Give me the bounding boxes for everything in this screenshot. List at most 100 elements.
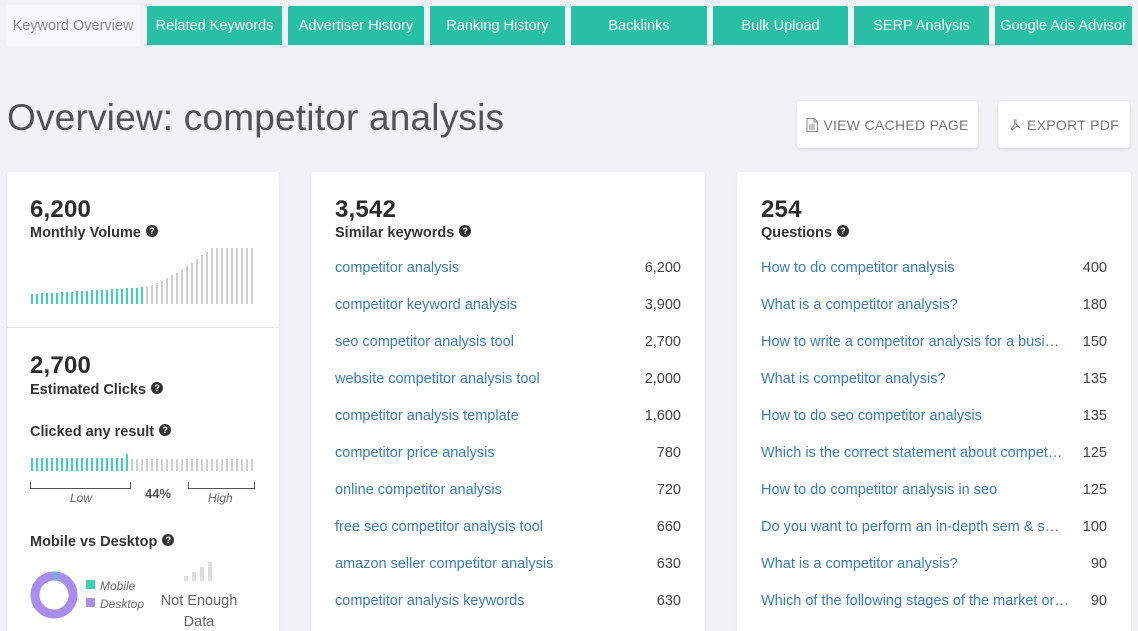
question-volume: 135 [1082,407,1107,424]
keyword-link[interactable]: competitor analysis keywords [335,592,525,609]
keyword-link[interactable]: competitor analysis template [335,407,519,424]
keyword-link[interactable]: seo competitor analysis tool [335,333,514,350]
click-rate-bar [156,459,158,471]
list-item: Do you want to perform an in-depth sem &… [761,508,1107,545]
page-title: Overview: competitor analysis [7,97,505,138]
click-rate-bar [211,459,213,471]
tab-bulk-upload[interactable]: Bulk Upload [713,6,848,45]
keyword-link[interactable]: competitor price analysis [335,444,495,461]
tab-advertiser-history[interactable]: Advertiser History [288,6,424,45]
view-cached-page-button[interactable]: VIEW CACHED PAGE [797,101,978,148]
estimated-clicks-label: Estimated Clicks [30,382,147,398]
keyword-link[interactable]: competitor analysis [335,259,460,276]
list-item: competitor analysis 6,200 [335,249,681,286]
question-volume: 400 [1082,259,1107,276]
volume-bar [251,248,253,304]
click-rate-bar [176,459,178,471]
help-icon[interactable]: ? [162,534,175,546]
tab-serp-analysis[interactable]: SERP Analysis [854,6,989,45]
volume-bar [226,248,228,304]
estimated-clicks-value: 2,700 [30,352,92,379]
question-volume: 135 [1082,370,1107,387]
question-link[interactable]: Do you want to perform an in-depth sem &… [761,518,1060,535]
keyword-link[interactable]: competitor keyword analysis [335,296,518,313]
volume-bar [186,266,188,304]
keyword-volume: 2,000 [644,370,681,387]
list-item: competitor keyword analysis 3,900 [335,286,681,323]
click-percent: 44% [145,486,172,501]
tab-related-keywords[interactable]: Related Keywords [147,6,282,45]
click-rate-bar [51,458,53,471]
help-icon[interactable]: ? [459,225,472,237]
tab-bar: Keyword Overview Related Keywords Advert… [0,0,1138,46]
help-icon[interactable]: ? [145,225,158,237]
list-item: How to do seo competitor analysis 135 [761,397,1107,434]
click-rate-bar [91,458,93,471]
export-pdf-button[interactable]: EXPORT PDF [998,101,1130,148]
keyword-volume: 1,600 [644,407,681,424]
pdf-icon [1009,118,1022,131]
click-rate-bar [206,459,208,471]
volume-bar [91,290,93,304]
volume-bar [236,248,238,304]
volume-trend-bars [31,248,256,304]
not-enough-data-line2: Data [183,614,215,630]
volume-bar [81,291,83,304]
volume-bar [51,292,53,304]
keyword-volume: 630 [656,592,681,609]
volume-bar [101,289,103,304]
question-link[interactable]: How to write a competitor analysis for a… [761,333,1060,350]
question-link[interactable]: How to do competitor analysis [761,259,955,276]
click-rate-bar [141,459,143,471]
click-rate-bar [71,458,73,471]
signal-bars-icon [184,561,214,586]
keyword-link[interactable]: website competitor analysis tool [335,370,540,387]
monthly-volume-value: 6,200 [30,196,92,223]
question-link[interactable]: What is a competitor analysis? [761,296,958,313]
keyword-link[interactable]: amazon seller competitor analysis [335,555,554,572]
clicked-any-result-heading: Clicked any result ? [30,424,172,440]
keyword-volume: 720 [656,481,681,498]
document-icon [806,117,819,132]
click-rate-bar [201,459,203,471]
tab-ranking-history[interactable]: Ranking History [430,6,565,45]
help-icon[interactable]: ? [151,382,164,394]
similar-keywords-heading: Similar keywords ? [335,225,472,241]
volume-bar [246,248,248,304]
question-link[interactable]: How to do seo competitor analysis [761,407,982,424]
volume-bar [216,248,218,304]
question-link[interactable]: What is competitor analysis? [761,370,946,387]
high-range-bracket [188,482,255,489]
question-link[interactable]: What is a competitor analysis? [761,555,958,572]
mobile-slice [30,571,78,619]
overview-metrics-card: 6,200 Monthly Volume ? 2,700 Estimated C… [7,172,279,631]
volume-bar [46,293,48,304]
question-link[interactable]: Which is the correct statement about com… [761,444,1063,461]
click-rate-bar [126,454,128,471]
keyword-link[interactable]: free seo competitor analysis tool [335,518,543,535]
click-rate-bar [66,458,68,471]
click-rate-bar [61,458,63,471]
help-icon[interactable]: ? [836,225,849,237]
tab-backlinks[interactable]: Backlinks [571,6,707,45]
click-rate-bar [96,458,98,471]
tab-keyword-overview[interactable]: Keyword Overview [6,5,140,46]
keyword-link[interactable]: online competitor analysis [335,481,502,498]
click-rate-bar [106,458,108,471]
volume-bar [206,251,208,304]
click-rate-bar [101,458,103,471]
click-rate-bar [136,459,138,471]
question-link[interactable]: How to do competitor analysis in seo [761,481,998,498]
help-icon[interactable]: ? [159,424,172,436]
volume-bar [36,293,38,304]
tab-google-ads-advisor[interactable]: Google Ads Advisor [995,6,1132,45]
volume-bar [146,286,148,304]
click-rate-bar [181,459,183,471]
low-range-bracket [30,482,131,489]
not-enough-data-text: Not Enough Data [155,591,243,631]
question-link[interactable]: Which of the following stages of the mar… [761,592,1069,609]
desktop-legend-label: Desktop [100,597,145,611]
question-volume: 90 [1090,555,1107,572]
list-item: amazon seller competitor analysis 630 [335,545,681,582]
list-item: competitor analysis keywords 630 [335,582,681,619]
